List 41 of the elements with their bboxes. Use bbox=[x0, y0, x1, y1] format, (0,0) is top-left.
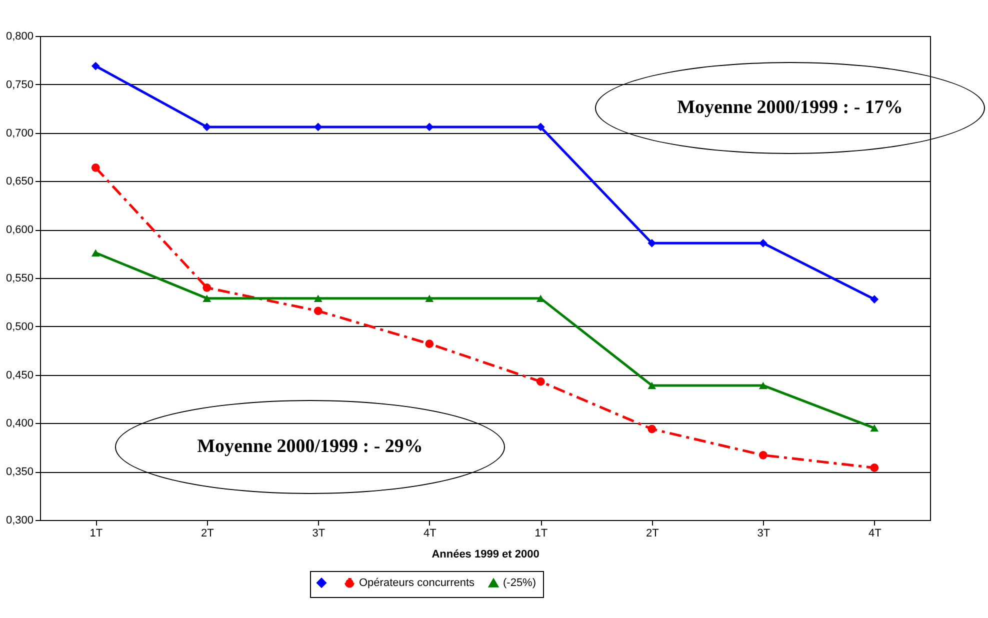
legend-label: Opérateurs concurrents bbox=[359, 576, 476, 589]
point bbox=[202, 294, 212, 302]
y-tick-label: 0,750 bbox=[6, 78, 34, 91]
point bbox=[758, 450, 768, 460]
y-tick-label: 0,550 bbox=[6, 272, 34, 284]
point bbox=[870, 464, 879, 472]
ellipse-outline: Moyenne 2000/1999 : - 29% bbox=[115, 400, 505, 494]
y-tick-label: 0,450 bbox=[6, 369, 34, 382]
point bbox=[758, 382, 768, 390]
x-axis-title: Années 1999 et 2000 bbox=[432, 548, 540, 560]
ellipse-outline: Moyenne 2000/1999 : - 17% bbox=[595, 62, 985, 154]
y-tick-label: 0,400 bbox=[6, 418, 34, 430]
point bbox=[91, 249, 100, 256]
y-tick-label: 0,350 bbox=[6, 466, 34, 478]
point bbox=[91, 163, 100, 172]
x-tick-label: 3T bbox=[757, 528, 770, 540]
point bbox=[314, 294, 322, 302]
y-tick-label: 0,300 bbox=[6, 514, 34, 526]
y-tick-label: 0,700 bbox=[6, 127, 34, 140]
x-tick-label: 4T bbox=[423, 528, 437, 540]
y-tick-label: 0,650 bbox=[6, 176, 34, 188]
x-tick-label: 1T bbox=[90, 528, 103, 540]
legend-label: (-25%) bbox=[503, 577, 536, 590]
x-tick-label: 1T bbox=[534, 528, 548, 540]
point bbox=[425, 294, 434, 302]
y-tick-label: 0,500 bbox=[6, 320, 34, 333]
point bbox=[425, 340, 434, 348]
point bbox=[314, 306, 322, 316]
y-tick-label: 0,800 bbox=[6, 30, 34, 42]
x-tick-label: 2T bbox=[646, 528, 660, 540]
point bbox=[91, 62, 100, 70]
point bbox=[870, 295, 879, 304]
y-tick-label: 0,600 bbox=[6, 224, 34, 236]
x-tick-label: 4T bbox=[868, 528, 882, 540]
point bbox=[202, 284, 212, 292]
point bbox=[648, 424, 656, 434]
x-tick-label: 3T bbox=[312, 528, 326, 540]
point bbox=[536, 377, 545, 386]
point bbox=[648, 382, 656, 390]
x-tick-label: 2T bbox=[200, 528, 214, 540]
point bbox=[870, 424, 879, 432]
